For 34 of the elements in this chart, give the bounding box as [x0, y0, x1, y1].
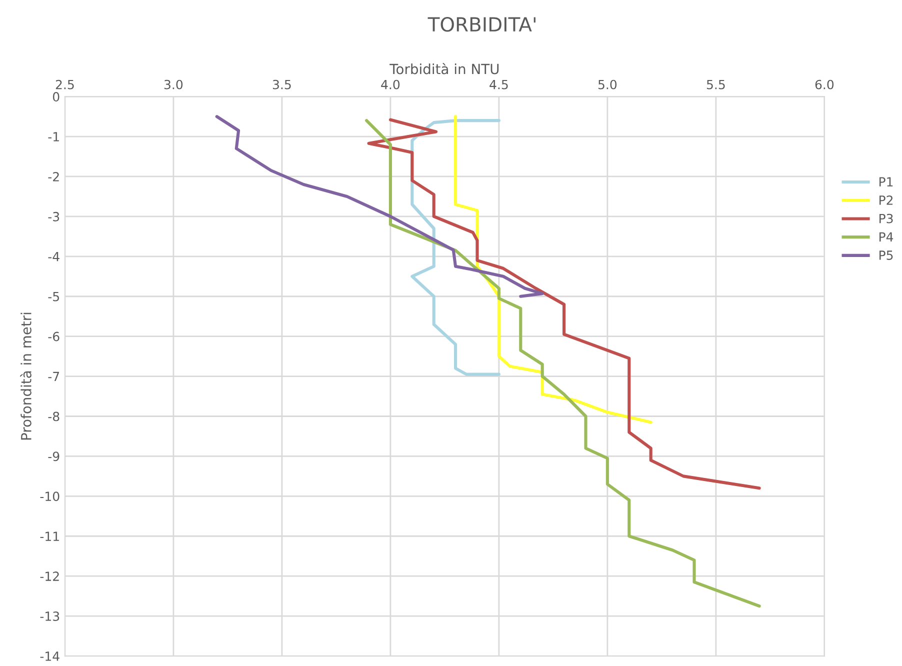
y-tick-label: -12 — [40, 572, 59, 581]
line-series — [215, 115, 544, 298]
y-tick-label: -4 — [48, 252, 60, 262]
x-tick-label: 3.5 — [272, 80, 291, 90]
x-tick-label: 6.0 — [815, 80, 834, 90]
y-tick-label: -2 — [48, 172, 59, 182]
y-tick-label: -6 — [48, 332, 60, 342]
y-tick-label: -13 — [40, 612, 60, 621]
x-tick-label: 4.0 — [381, 80, 400, 90]
legend-label: P5 — [880, 250, 893, 260]
x-axis-title: Torbidità in NTU — [390, 62, 499, 74]
x-tick-label: 5.5 — [706, 80, 725, 90]
y-tick-label: -7 — [48, 372, 60, 382]
y-tick-label: -11 — [40, 532, 59, 541]
legend-label: P1 — [880, 177, 893, 186]
legend-label: P2 — [880, 195, 893, 205]
y-tick-label: -1 — [48, 132, 59, 142]
legend-label: P3 — [880, 214, 893, 224]
x-tick-label: 3.0 — [164, 80, 183, 90]
y-tick-label: -3 — [48, 212, 60, 222]
chart-title: TORBIDITA' — [428, 16, 536, 32]
y-tick-label: 0 — [52, 92, 60, 102]
y-tick-label: -8 — [48, 412, 60, 422]
y-tick-label: -9 — [48, 452, 60, 462]
y-tick-label: -5 — [48, 292, 59, 302]
line-series — [365, 119, 761, 608]
x-tick-label: 5.0 — [598, 80, 617, 90]
line-series — [367, 118, 761, 490]
y-axis-title: Profondità in metri — [20, 312, 32, 440]
x-tick-label: 2.5 — [56, 80, 74, 90]
y-tick-label: -10 — [40, 492, 60, 502]
x-tick-label: 4.5 — [490, 80, 508, 90]
legend-label: P4 — [880, 232, 894, 242]
y-tick-label: -14 — [40, 652, 60, 661]
